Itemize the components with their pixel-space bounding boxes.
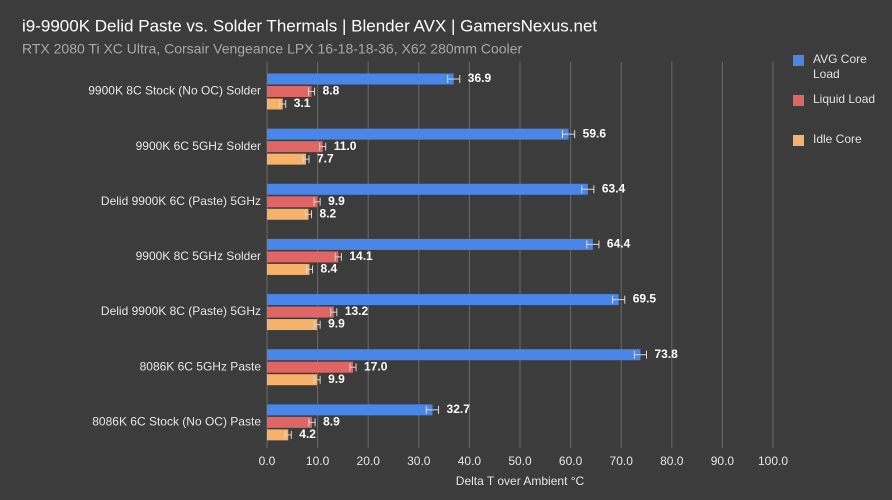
chart-subtitle: RTX 2080 Ti XC Ultra, Corsair Vengeance …: [22, 41, 522, 57]
value-label: 9.9: [328, 372, 345, 386]
error-bar: [308, 418, 316, 427]
bar: [267, 263, 310, 275]
value-label: 8.8: [323, 84, 340, 98]
bar: [267, 404, 433, 416]
value-label: 59.6: [583, 126, 607, 140]
y-tick-label: Delid 9900K 8C (Paste) 5GHz: [101, 304, 261, 318]
bar: [267, 98, 283, 110]
y-tick-label: 9900K 8C Stock (No OC) Solder: [88, 84, 261, 98]
bar: [267, 429, 289, 441]
x-tick-label: 10.0: [306, 454, 330, 468]
x-tick-label: 0.0: [259, 454, 276, 468]
error-bar: [305, 265, 314, 274]
value-label: 8.2: [320, 206, 337, 220]
x-tick-label: 90.0: [711, 454, 735, 468]
value-label: 73.8: [655, 347, 679, 361]
bar: [267, 319, 318, 331]
value-label: 32.7: [447, 402, 471, 416]
bar: [267, 306, 334, 318]
error-bar: [302, 155, 310, 164]
x-tick-label: 100.0: [758, 454, 788, 468]
x-tick-label: 20.0: [357, 454, 381, 468]
x-axis-label: Delta T over Ambient °C: [456, 474, 585, 488]
value-label: 14.1: [349, 249, 373, 263]
value-label: 64.4: [607, 237, 631, 251]
bar: [267, 86, 312, 97]
value-label: 7.7: [317, 151, 334, 165]
legend-swatch: [793, 135, 804, 146]
error-bar: [313, 197, 321, 206]
value-label: 3.1: [294, 96, 311, 110]
bar: [267, 251, 339, 263]
error-bar: [319, 142, 327, 151]
legend-label: Liquid Load: [813, 92, 876, 106]
error-bar: [633, 350, 647, 359]
error-bar: [349, 363, 357, 372]
error-bar: [330, 308, 338, 317]
bar: [267, 361, 354, 373]
bar: [267, 128, 569, 140]
chart-title: i9-9900K Delid Paste vs. Solder Thermals…: [22, 16, 597, 35]
x-tick-label: 80.0: [660, 454, 684, 468]
bar: [267, 196, 318, 208]
error-bar: [307, 87, 316, 96]
value-label: 9.9: [328, 317, 345, 331]
bar: [267, 238, 593, 250]
value-label: 63.4: [602, 181, 626, 195]
value-label: 36.9: [468, 71, 492, 85]
value-label: 11.0: [334, 139, 357, 153]
error-bar: [562, 130, 576, 139]
error-bar: [425, 405, 440, 414]
error-bar: [279, 100, 287, 108]
x-tick-label: 40.0: [458, 454, 482, 468]
error-bar: [612, 295, 626, 304]
bar: [267, 349, 641, 361]
value-label: 13.2: [345, 304, 369, 318]
bar: [267, 73, 454, 85]
bar: [267, 208, 309, 220]
x-tick-label: 60.0: [559, 454, 583, 468]
legend-swatch: [793, 55, 804, 66]
value-label: 8.9: [323, 415, 340, 429]
error-bar: [586, 240, 600, 249]
bar: [267, 141, 323, 153]
bar: [267, 374, 318, 386]
error-bar: [581, 185, 595, 194]
value-label: 17.0: [364, 359, 388, 373]
y-tick-label: Delid 9900K 6C (Paste) 5GHz: [101, 194, 261, 208]
x-tick-label: 30.0: [407, 454, 431, 468]
error-bar: [304, 210, 313, 219]
x-tick-label: 50.0: [508, 454, 532, 468]
bar: [267, 183, 588, 195]
y-tick-label: 9900K 6C 5GHz Solder: [136, 139, 261, 153]
legend-swatch: [793, 95, 804, 106]
error-bar: [284, 430, 292, 439]
bar: [267, 294, 619, 306]
legend-label: AVG Core Load: [813, 52, 867, 81]
error-bar: [447, 75, 461, 83]
error-bar: [313, 320, 321, 329]
y-tick-label: 9900K 8C 5GHz Solder: [136, 249, 261, 263]
error-bar: [313, 375, 321, 384]
y-tick-label: 8086K 6C Stock (No OC) Paste: [92, 415, 261, 429]
x-tick-label: 70.0: [610, 454, 634, 468]
bar: [267, 416, 313, 428]
value-label: 69.5: [633, 292, 657, 306]
y-tick-label: 8086K 6C 5GHz Paste: [140, 359, 262, 373]
bar: [267, 153, 306, 165]
value-label: 4.2: [299, 427, 316, 441]
legend-label: Idle Core: [813, 132, 862, 146]
value-label: 8.4: [321, 262, 338, 276]
error-bar: [334, 252, 342, 261]
value-label: 9.9: [328, 194, 345, 208]
